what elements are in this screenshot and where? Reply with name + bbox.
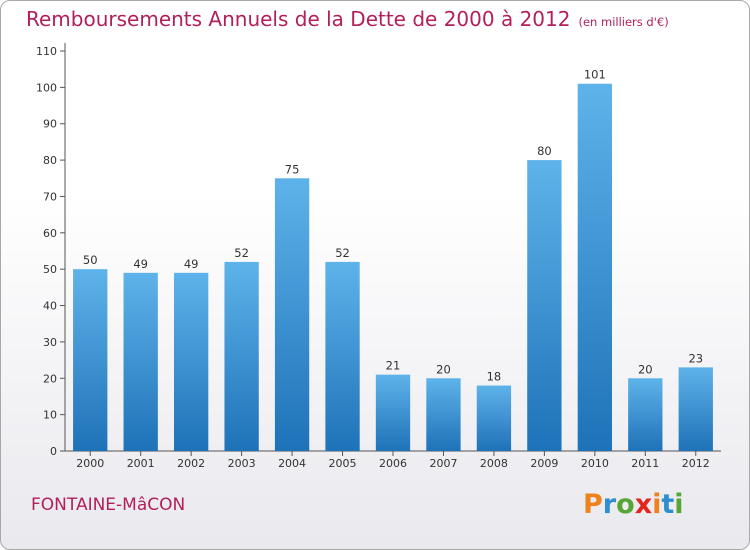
x-tick-label: 2002 [177, 457, 205, 470]
x-tick-label: 2007 [429, 457, 457, 470]
y-tick-label: 40 [43, 300, 57, 313]
bar-value-label: 50 [83, 253, 98, 267]
bar-value-label: 23 [688, 351, 703, 365]
logo-letter: i [652, 489, 662, 520]
bar-value-label: 80 [537, 144, 552, 158]
city-name: FONTAINE-MâCON [31, 495, 186, 515]
y-tick-label: 70 [43, 190, 57, 203]
y-tick-label: 60 [43, 227, 57, 240]
bar-value-label: 20 [436, 362, 451, 376]
x-tick-label: 2006 [379, 457, 407, 470]
y-tick-label: 110 [36, 45, 57, 58]
x-tick-label: 2004 [278, 457, 306, 470]
chart-title-text: Remboursements Annuels de la Dette de 20… [26, 7, 571, 31]
bar [527, 160, 562, 451]
logo-letter: o [616, 489, 635, 520]
bar [577, 83, 613, 452]
x-tick-label: 2012 [682, 457, 710, 470]
bar-value-label: 21 [386, 359, 401, 373]
y-tick-label: 30 [43, 336, 57, 349]
x-tick-label: 2011 [631, 457, 659, 470]
x-tick-label: 2001 [127, 457, 155, 470]
bar-value-label: 20 [638, 362, 653, 376]
bar-value-label: 49 [133, 257, 148, 271]
x-tick-label: 2009 [530, 457, 558, 470]
bar-value-label: 101 [584, 68, 606, 82]
logo-letter: r [602, 489, 617, 520]
y-tick-label: 80 [43, 154, 57, 167]
logo-letter: t [661, 489, 675, 520]
bar [123, 272, 158, 451]
y-tick-label: 10 [43, 409, 57, 422]
y-tick-label: 100 [36, 81, 57, 94]
bar [224, 261, 259, 451]
bar [426, 378, 461, 451]
logo-letter: P [583, 489, 603, 520]
y-tick-label: 20 [43, 372, 57, 385]
bar [274, 178, 310, 452]
bar-value-label: 52 [335, 246, 350, 260]
x-tick-label: 2005 [329, 457, 357, 470]
bar-value-label: 18 [487, 370, 502, 384]
chart-subtitle: (en milliers d'€) [578, 15, 669, 29]
bar [325, 261, 360, 451]
chart-title: Remboursements Annuels de la Dette de 20… [26, 7, 669, 31]
bar-value-label: 75 [285, 162, 300, 176]
x-tick-label: 2003 [228, 457, 256, 470]
logo-letter: x [634, 489, 653, 520]
logo-letter: i [674, 489, 684, 520]
y-tick-label: 90 [43, 118, 57, 131]
bar [173, 272, 209, 451]
x-tick-label: 2010 [581, 457, 609, 470]
bar [476, 385, 512, 451]
bar-value-label: 52 [234, 246, 249, 260]
bar [678, 367, 713, 451]
y-tick-label: 0 [50, 445, 57, 458]
bar [73, 269, 108, 451]
x-tick-label: 2008 [480, 457, 508, 470]
x-tick-label: 2000 [76, 457, 104, 470]
bar [628, 378, 663, 451]
y-tick-label: 50 [43, 263, 57, 276]
bar [375, 374, 411, 451]
proxiti-logo: Proxiti [583, 489, 684, 520]
bar-value-label: 49 [184, 257, 199, 271]
